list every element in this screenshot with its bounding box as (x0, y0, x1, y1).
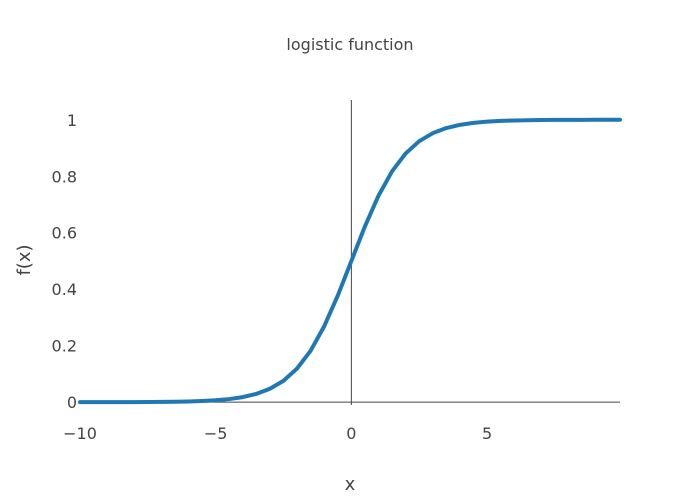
y-axis-title: f(x) (14, 244, 35, 275)
y-tick-label: 0.6 (52, 224, 77, 243)
x-tick-label: 5 (482, 424, 492, 443)
y-tick-label: 0.8 (52, 167, 77, 186)
series-line (78, 117, 622, 405)
x-tick-label: −5 (204, 424, 228, 443)
series-layer (78, 117, 622, 405)
x-axis-title: x (345, 474, 356, 495)
x-tick-label: 0 (346, 424, 356, 443)
y-tick-label: 0 (67, 393, 77, 412)
y-tick-label: 0.2 (52, 337, 77, 356)
y-tick-label: 1 (67, 111, 77, 130)
x-tick-labels: −10 −5 0 5 (63, 424, 492, 443)
x-tick-label: −10 (63, 424, 97, 443)
y-tick-label: 0.4 (52, 280, 77, 299)
y-tick-labels: 0 0.2 0.4 0.6 0.8 1 (52, 111, 77, 412)
chart-title: logistic function (286, 35, 413, 54)
